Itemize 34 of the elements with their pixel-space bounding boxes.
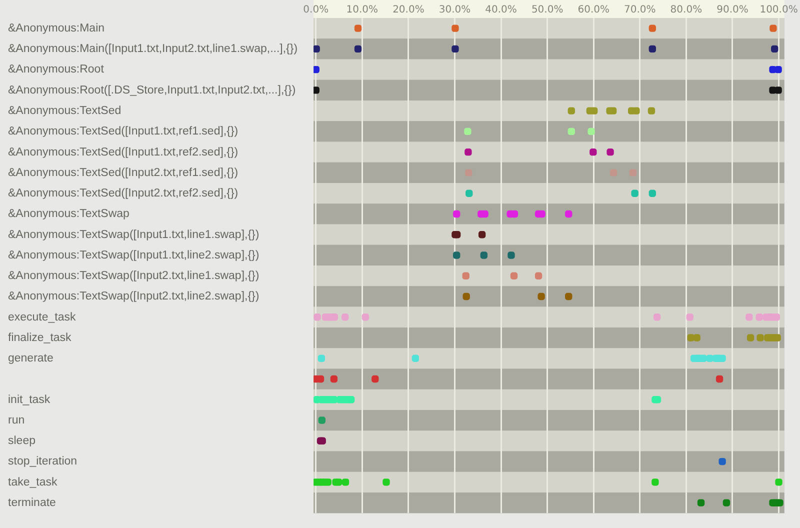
y-tick-label: &Anonymous:Main xyxy=(8,22,105,34)
x-tick-label: 90.0% xyxy=(716,4,748,16)
x-tick-label: 30.0% xyxy=(438,4,471,16)
y-tick-label: &Anonymous:TextSed([Input1.txt,ref2.sed],{}) xyxy=(8,146,238,158)
y-tick-label: &Anonymous:Root xyxy=(8,64,105,76)
x-tick-label: 10.0% xyxy=(346,4,378,16)
y-tick-label: &Anonymous:TextSwap([Input2.txt,line2.swap],{}) xyxy=(8,290,260,303)
x-tick-label: 50.0% xyxy=(531,4,564,16)
y-tick-label: &Anonymous:Root([.DS_Store,Input1.txt,Input2.txt,...],{}) xyxy=(8,84,296,96)
x-tick-label: 100.0% xyxy=(760,4,798,16)
x-tick-label: 20.0% xyxy=(392,4,424,16)
x-tick-label: 60.0% xyxy=(578,4,610,16)
y-tick-label: &Anonymous:TextSwap([Input1.txt,line1.swap],{}) xyxy=(8,228,260,241)
y-tick-label: &Anonymous:TextSed([Input2.txt,ref1.sed],{}) xyxy=(8,166,238,179)
y-tick-label: &Anonymous:Main([Input1.txt,Input2.txt,line1.swap,...],{}) xyxy=(8,43,298,56)
x-tick-label: 70.0% xyxy=(624,4,656,16)
y-tick-label: run xyxy=(8,414,25,426)
y-tick-label: sleep xyxy=(8,435,36,448)
y-tick-label: execute_task xyxy=(8,311,76,324)
y-tick-label: &Anonymous:TextSed xyxy=(8,105,122,118)
y-tick-label: &Anonymous:TextSed([Input2.txt,ref2.sed],{}) xyxy=(8,188,238,200)
y-tick-label: take_task xyxy=(8,476,58,488)
y-tick-label: finalize_task xyxy=(8,332,72,344)
y-tick-label: &Anonymous:TextSed([Input1.txt,ref1.sed],{}) xyxy=(8,126,238,138)
y-tick-label: &Anonymous:TextSwap([Input1.txt,line2.swap],{}) xyxy=(8,249,260,262)
x-tick-label: 80.0% xyxy=(670,4,702,16)
x-tick-label: 40.0% xyxy=(485,4,517,16)
y-tick-label: &Anonymous:TextSwap xyxy=(8,208,130,220)
y-tick-label: generate xyxy=(8,352,54,365)
x-tick-label: 0.0% xyxy=(303,4,329,16)
y-tick-label: stop_iteration xyxy=(8,456,78,468)
y-tick-label: init_task xyxy=(8,394,50,406)
y-tick-label: &Anonymous:TextSwap([Input2.txt,line1.swap],{}) xyxy=(8,270,260,282)
y-tick-label: terminate xyxy=(8,496,56,509)
